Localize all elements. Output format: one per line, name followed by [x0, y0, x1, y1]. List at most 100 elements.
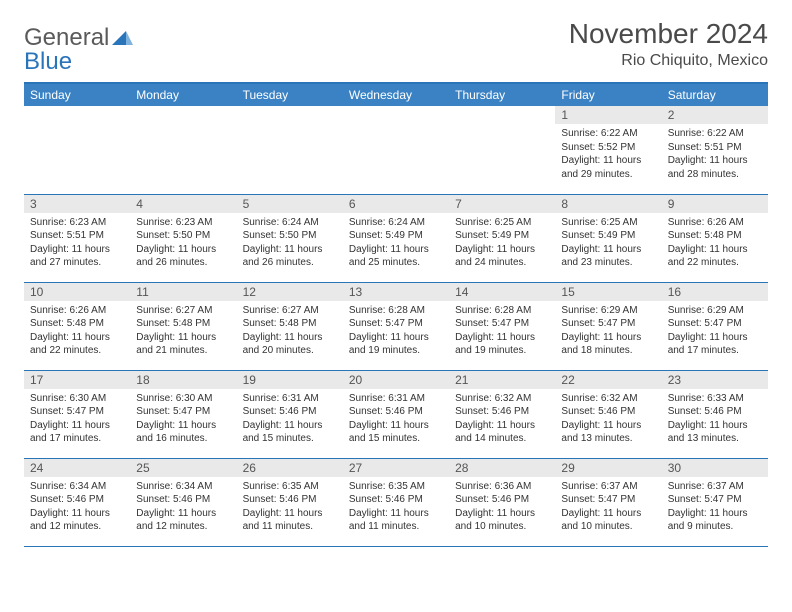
sunrise-text: Sunrise: 6:31 AM — [243, 392, 337, 406]
day-number: 8 — [555, 195, 661, 213]
sunset-text: Sunset: 5:46 PM — [243, 405, 337, 419]
month-title: November 2024 — [569, 18, 768, 50]
sunrise-text: Sunrise: 6:32 AM — [561, 392, 655, 406]
sunrise-text: Sunrise: 6:37 AM — [561, 480, 655, 494]
sunset-text: Sunset: 5:48 PM — [243, 317, 337, 331]
calendar-day-cell — [24, 106, 130, 194]
title-block: November 2024 Rio Chiquito, Mexico — [569, 18, 768, 70]
day-number: 26 — [237, 459, 343, 477]
daylight-text: Daylight: 11 hours and 19 minutes. — [349, 331, 443, 358]
sunset-text: Sunset: 5:47 PM — [455, 317, 549, 331]
weekday-header: Saturday — [662, 83, 768, 106]
calendar-day-cell — [130, 106, 236, 194]
day-details: Sunrise: 6:36 AMSunset: 5:46 PMDaylight:… — [449, 477, 555, 537]
day-number: 9 — [662, 195, 768, 213]
day-details: Sunrise: 6:30 AMSunset: 5:47 PMDaylight:… — [24, 389, 130, 449]
daylight-text: Daylight: 11 hours and 11 minutes. — [349, 507, 443, 534]
sunrise-text: Sunrise: 6:34 AM — [30, 480, 124, 494]
sunrise-text: Sunrise: 6:25 AM — [561, 216, 655, 230]
day-number: 14 — [449, 283, 555, 301]
calendar-day-cell: 24Sunrise: 6:34 AMSunset: 5:46 PMDayligh… — [24, 458, 130, 546]
day-details: Sunrise: 6:25 AMSunset: 5:49 PMDaylight:… — [449, 213, 555, 273]
day-details: Sunrise: 6:37 AMSunset: 5:47 PMDaylight:… — [555, 477, 661, 537]
daylight-text: Daylight: 11 hours and 18 minutes. — [561, 331, 655, 358]
sunrise-text: Sunrise: 6:30 AM — [30, 392, 124, 406]
calendar-day-cell: 5Sunrise: 6:24 AMSunset: 5:50 PMDaylight… — [237, 194, 343, 282]
sunrise-text: Sunrise: 6:29 AM — [668, 304, 762, 318]
sunrise-text: Sunrise: 6:23 AM — [30, 216, 124, 230]
day-number: 18 — [130, 371, 236, 389]
day-details: Sunrise: 6:23 AMSunset: 5:51 PMDaylight:… — [24, 213, 130, 273]
daylight-text: Daylight: 11 hours and 13 minutes. — [561, 419, 655, 446]
daylight-text: Daylight: 11 hours and 13 minutes. — [668, 419, 762, 446]
day-details: Sunrise: 6:26 AMSunset: 5:48 PMDaylight:… — [24, 301, 130, 361]
calendar-day-cell: 28Sunrise: 6:36 AMSunset: 5:46 PMDayligh… — [449, 458, 555, 546]
calendar-day-cell: 2Sunrise: 6:22 AMSunset: 5:51 PMDaylight… — [662, 106, 768, 194]
calendar-day-cell: 9Sunrise: 6:26 AMSunset: 5:48 PMDaylight… — [662, 194, 768, 282]
daylight-text: Daylight: 11 hours and 10 minutes. — [561, 507, 655, 534]
day-details: Sunrise: 6:22 AMSunset: 5:51 PMDaylight:… — [662, 124, 768, 184]
calendar-day-cell: 29Sunrise: 6:37 AMSunset: 5:47 PMDayligh… — [555, 458, 661, 546]
day-details: Sunrise: 6:29 AMSunset: 5:47 PMDaylight:… — [555, 301, 661, 361]
day-number: 19 — [237, 371, 343, 389]
sunset-text: Sunset: 5:46 PM — [349, 493, 443, 507]
day-number: 3 — [24, 195, 130, 213]
sunset-text: Sunset: 5:48 PM — [30, 317, 124, 331]
daylight-text: Daylight: 11 hours and 25 minutes. — [349, 243, 443, 270]
sunset-text: Sunset: 5:46 PM — [243, 493, 337, 507]
calendar-day-cell: 6Sunrise: 6:24 AMSunset: 5:49 PMDaylight… — [343, 194, 449, 282]
day-number: 10 — [24, 283, 130, 301]
calendar-day-cell: 14 Sunrise: 6:28 AMSunset: 5:47 PMDayligh… — [449, 282, 555, 370]
sunrise-text: Sunrise: 6:35 AM — [243, 480, 337, 494]
daylight-text: Daylight: 11 hours and 11 minutes. — [243, 507, 337, 534]
calendar-week-row: 3Sunrise: 6:23 AMSunset: 5:51 PMDaylight… — [24, 194, 768, 282]
daylight-text: Daylight: 11 hours and 23 minutes. — [561, 243, 655, 270]
calendar-week-row: 1Sunrise: 6:22 AMSunset: 5:52 PMDaylight… — [24, 106, 768, 194]
sunset-text: Sunset: 5:46 PM — [136, 493, 230, 507]
calendar-day-cell: 16Sunrise: 6:29 AMSunset: 5:47 PMDayligh… — [662, 282, 768, 370]
sunset-text: Sunset: 5:46 PM — [455, 493, 549, 507]
day-details: Sunrise: 6:32 AMSunset: 5:46 PMDaylight:… — [555, 389, 661, 449]
day-details: Sunrise: 6:23 AMSunset: 5:50 PMDaylight:… — [130, 213, 236, 273]
sunrise-text: Sunrise: 6:34 AM — [136, 480, 230, 494]
calendar-day-cell: 19 Sunrise: 6:31 AMSunset: 5:46 PMDayligh… — [237, 370, 343, 458]
daylight-text: Daylight: 11 hours and 21 minutes. — [136, 331, 230, 358]
calendar-day-cell: 11Sunrise: 6:27 AMSunset: 5:48 PMDayligh… — [130, 282, 236, 370]
sunrise-text: Sunrise: 6:27 AM — [243, 304, 337, 318]
day-number: 22 — [555, 371, 661, 389]
day-number: 15 — [555, 283, 661, 301]
sunset-text: Sunset: 5:51 PM — [30, 229, 124, 243]
sunrise-text: Sunrise: 6:28 AM — [455, 304, 549, 318]
day-number: 23 — [662, 371, 768, 389]
calendar-day-cell: 17Sunrise: 6:30 AMSunset: 5:47 PMDayligh… — [24, 370, 130, 458]
sunset-text: Sunset: 5:47 PM — [668, 493, 762, 507]
day-number: 20 — [343, 371, 449, 389]
daylight-text: Daylight: 11 hours and 17 minutes. — [668, 331, 762, 358]
day-details: Sunrise: 6:22 AMSunset: 5:52 PMDaylight:… — [555, 124, 661, 184]
calendar-table: SundayMondayTuesdayWednesdayThursdayFrid… — [24, 82, 768, 547]
sunrise-text: Sunrise: 6:32 AM — [455, 392, 549, 406]
day-details: Sunrise: 6:24 AMSunset: 5:49 PMDaylight:… — [343, 213, 449, 273]
logo-triangle-icon — [112, 29, 134, 47]
daylight-text: Daylight: 11 hours and 15 minutes. — [243, 419, 337, 446]
sunrise-text: Sunrise: 6:27 AM — [136, 304, 230, 318]
day-details: Sunrise: 6:35 AMSunset: 5:46 PMDaylight:… — [237, 477, 343, 537]
day-number: 29 — [555, 459, 661, 477]
day-details: Sunrise: 6:27 AMSunset: 5:48 PMDaylight:… — [237, 301, 343, 361]
calendar-week-row: 24Sunrise: 6:34 AMSunset: 5:46 PMDayligh… — [24, 458, 768, 546]
daylight-text: Daylight: 11 hours and 19 minutes. — [455, 331, 549, 358]
weekday-header: Wednesday — [343, 83, 449, 106]
logo-word-blue: Blue — [24, 48, 72, 76]
calendar-body: 1Sunrise: 6:22 AMSunset: 5:52 PMDaylight… — [24, 106, 768, 546]
sunrise-text: Sunrise: 6:36 AM — [455, 480, 549, 494]
sunset-text: Sunset: 5:47 PM — [136, 405, 230, 419]
sunset-text: Sunset: 5:50 PM — [243, 229, 337, 243]
sunrise-text: Sunrise: 6:31 AM — [349, 392, 443, 406]
day-number — [237, 106, 343, 124]
sunrise-text: Sunrise: 6:22 AM — [668, 127, 762, 141]
weekday-header: Sunday — [24, 83, 130, 106]
day-number: 6 — [343, 195, 449, 213]
sunrise-text: Sunrise: 6:26 AM — [668, 216, 762, 230]
calendar-week-row: 10Sunrise: 6:26 AMSunset: 5:48 PMDayligh… — [24, 282, 768, 370]
daylight-text: Daylight: 11 hours and 15 minutes. — [349, 419, 443, 446]
